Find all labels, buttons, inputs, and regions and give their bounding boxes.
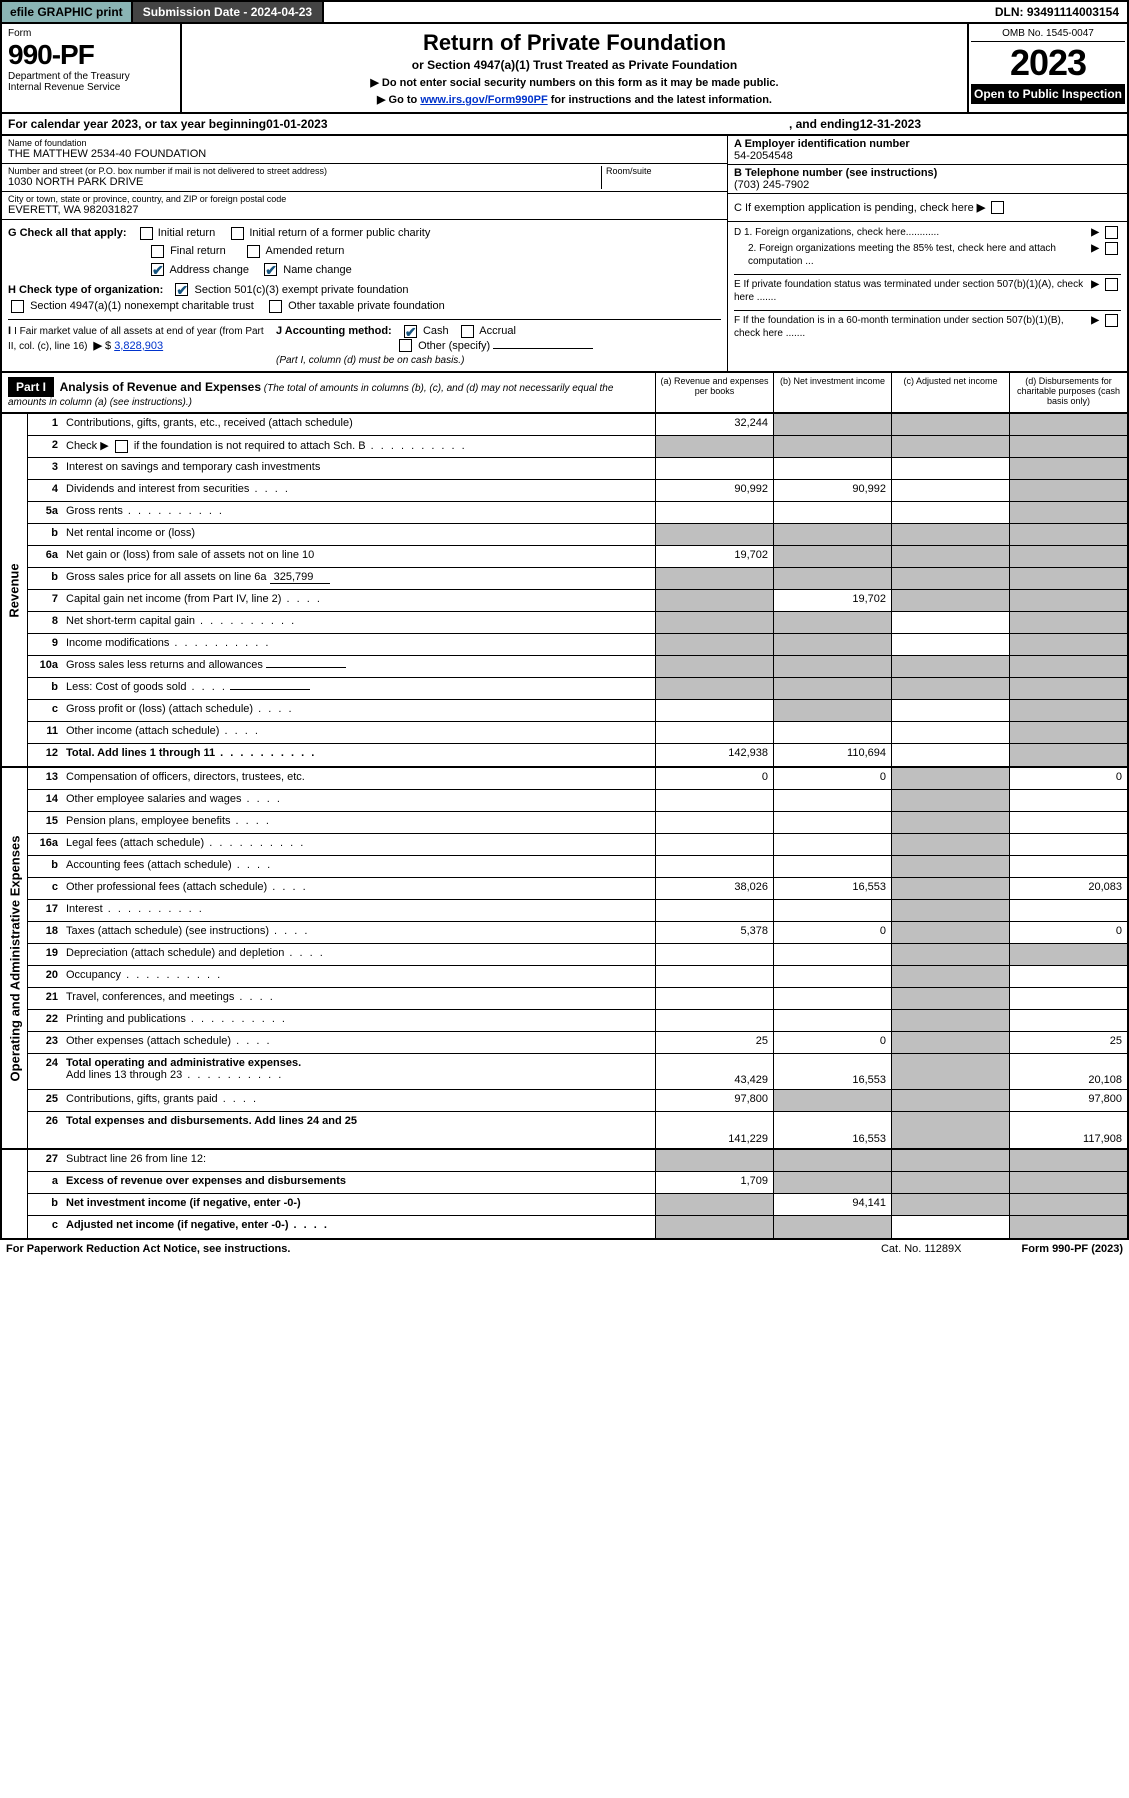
g-row: G Check all that apply: Initial return I… — [8, 226, 721, 240]
col-a-header: (a) Revenue and expenses per books — [655, 373, 773, 412]
g-final-checkbox[interactable] — [151, 245, 164, 258]
foundation-name-row: Name of foundation THE MATTHEW 2534-40 F… — [2, 136, 727, 164]
efile-print-button[interactable]: efile GRAPHIC print — [2, 2, 133, 22]
instr-1: ▶ Do not enter social security numbers o… — [192, 76, 957, 89]
calendar-year-row: For calendar year 2023, or tax year begi… — [0, 114, 1129, 136]
year-end: 12-31-2023 — [860, 117, 921, 131]
submission-date: Submission Date - 2024-04-23 — [133, 2, 324, 22]
instr-2: ▶ Go to www.irs.gov/Form990PF for instru… — [192, 93, 957, 106]
cat-no: Cat. No. 11289X — [881, 1243, 962, 1255]
l6b-value: 325,799 — [270, 571, 330, 584]
city-row: City or town, state or province, country… — [2, 192, 727, 220]
c-checkbox[interactable] — [991, 201, 1004, 214]
year-begin: 01-01-2023 — [266, 117, 327, 131]
revenue-section: Revenue 1Contributions, gifts, grants, e… — [0, 414, 1129, 768]
phone: (703) 245-7902 — [734, 179, 1121, 191]
part1-badge: Part I — [8, 377, 54, 397]
line27-section: 27Subtract line 26 from line 12: aExcess… — [0, 1150, 1129, 1240]
g-address-checkbox[interactable] — [151, 263, 164, 276]
ein-row: A Employer identification number 54-2054… — [728, 136, 1127, 165]
omb-number: OMB No. 1545-0047 — [971, 26, 1125, 42]
d2-checkbox[interactable] — [1105, 242, 1118, 255]
check-section: G Check all that apply: Initial return I… — [0, 222, 1129, 373]
form-number: 990-PF — [8, 39, 174, 71]
entity-block: Name of foundation THE MATTHEW 2534-40 F… — [0, 136, 1129, 222]
col-c-header: (c) Adjusted net income — [891, 373, 1009, 412]
dept: Department of the Treasury — [8, 71, 174, 82]
ein: 54-2054548 — [734, 150, 1121, 162]
i-j-row: I I Fair market value of all assets at e… — [8, 319, 721, 367]
j-cash-checkbox[interactable] — [404, 325, 417, 338]
l2-checkbox[interactable] — [115, 440, 128, 453]
irs-link[interactable]: www.irs.gov/Form990PF — [420, 94, 547, 106]
d2-row: 2. Foreign organizations meeting the 85%… — [734, 242, 1121, 268]
header-right: OMB No. 1545-0047 2023 Open to Public In… — [967, 24, 1127, 112]
header-left: Form 990-PF Department of the Treasury I… — [2, 24, 182, 112]
page-footer: For Paperwork Reduction Act Notice, see … — [0, 1240, 1129, 1258]
expenses-label: Operating and Administrative Expenses — [2, 768, 28, 1148]
h-row: H Check type of organization: Section 50… — [8, 283, 721, 297]
col-d-header: (d) Disbursements for charitable purpose… — [1009, 373, 1127, 412]
d1-checkbox[interactable] — [1105, 226, 1118, 239]
j-accrual-checkbox[interactable] — [461, 325, 474, 338]
h-4947-checkbox[interactable] — [11, 300, 24, 313]
c-row: C If exemption application is pending, c… — [728, 194, 1127, 222]
open-public: Open to Public Inspection — [971, 84, 1125, 104]
tax-year: 2023 — [971, 42, 1125, 84]
revenue-label: Revenue — [2, 414, 28, 766]
paperwork-notice: For Paperwork Reduction Act Notice, see … — [6, 1243, 290, 1255]
f-row: F If the foundation is in a 60-month ter… — [734, 310, 1121, 340]
dln: DLN: 93491114003154 — [987, 2, 1127, 22]
form-subtitle: or Section 4947(a)(1) Trust Treated as P… — [192, 58, 957, 72]
room-suite-label: Room/suite — [606, 166, 721, 176]
h-501c3-checkbox[interactable] — [175, 283, 188, 296]
irs: Internal Revenue Service — [8, 82, 174, 93]
address: 1030 NORTH PARK DRIVE — [8, 176, 601, 188]
col-b-header: (b) Net investment income — [773, 373, 891, 412]
form-header: Form 990-PF Department of the Treasury I… — [0, 24, 1129, 114]
top-bar: efile GRAPHIC print Submission Date - 20… — [0, 0, 1129, 24]
h-other-checkbox[interactable] — [269, 300, 282, 313]
fmv-value[interactable]: 3,828,903 — [114, 340, 163, 352]
f-checkbox[interactable] — [1105, 314, 1118, 327]
form-ref: Form 990-PF (2023) — [1022, 1243, 1124, 1255]
address-row: Number and street (or P.O. box number if… — [2, 164, 727, 192]
j-other-checkbox[interactable] — [399, 339, 412, 352]
g-initial-checkbox[interactable] — [140, 227, 153, 240]
header-center: Return of Private Foundation or Section … — [182, 24, 967, 112]
e-checkbox[interactable] — [1105, 278, 1118, 291]
city-state-zip: EVERETT, WA 982031827 — [8, 204, 721, 216]
part1-header-row: Part I Analysis of Revenue and Expenses … — [0, 373, 1129, 414]
g-initial-former-checkbox[interactable] — [231, 227, 244, 240]
expenses-section: Operating and Administrative Expenses 13… — [0, 768, 1129, 1150]
foundation-name: THE MATTHEW 2534-40 FOUNDATION — [8, 148, 721, 160]
d1-row: D 1. Foreign organizations, check here..… — [734, 226, 1121, 239]
form-label: Form — [8, 28, 174, 39]
phone-row: B Telephone number (see instructions) (7… — [728, 165, 1127, 194]
form-title: Return of Private Foundation — [192, 30, 957, 56]
g-name-checkbox[interactable] — [264, 263, 277, 276]
e-row: E If private foundation status was termi… — [734, 274, 1121, 304]
g-amended-checkbox[interactable] — [247, 245, 260, 258]
